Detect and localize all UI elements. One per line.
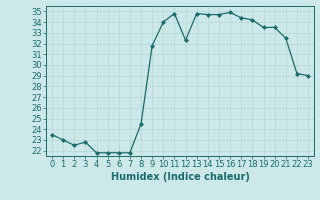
X-axis label: Humidex (Indice chaleur): Humidex (Indice chaleur)	[111, 172, 249, 182]
